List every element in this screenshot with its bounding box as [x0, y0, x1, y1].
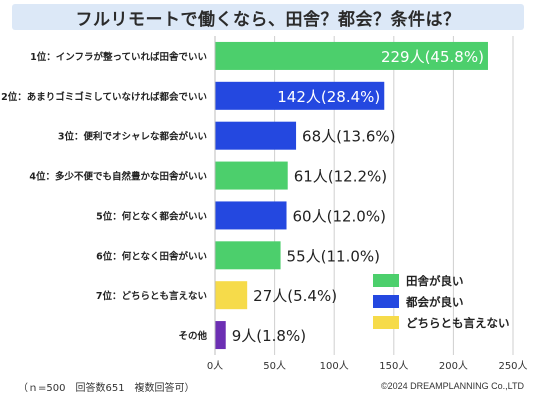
category-label: 3位：便利でオシャレな都会がいい — [58, 131, 207, 143]
bar — [215, 41, 488, 70]
category-label: 7位：どちらとも言えない — [96, 290, 207, 302]
data-label: 229人(45.8%) — [381, 48, 484, 66]
legend-label: どちらとも言えない — [406, 316, 510, 330]
copyright-text: ©2024 DREAMPLANNING Co.,LTD — [380, 381, 524, 391]
legend-swatch — [373, 274, 399, 287]
bar — [215, 281, 248, 310]
data-label: 68人(13.6%) — [302, 128, 395, 146]
x-tick-label: 50人 — [263, 360, 286, 372]
data-label: 27人(5.4%) — [253, 287, 337, 305]
sample-note: （ｎ=500 回答数651 複数回答可） — [18, 383, 195, 394]
x-tick-label: 150人 — [379, 360, 408, 372]
bar — [215, 81, 385, 110]
category-label: その他 — [178, 330, 207, 342]
bar — [215, 201, 287, 230]
legend-label: 田舎が良い — [406, 274, 464, 288]
category-label: 1位：インフラが整っていれば田舎でいい — [30, 51, 207, 63]
bar — [215, 321, 226, 350]
legend-label: 都会が良い — [405, 295, 464, 309]
chart-title: フルリモートで働くなら、田舎？都会？条件は？ — [75, 9, 461, 30]
legend-swatch — [373, 295, 399, 308]
bar — [215, 121, 297, 150]
x-tick-label: 0人 — [207, 360, 223, 372]
category-label: 6位：何となく田舎がいい — [96, 250, 207, 262]
category-label: 4位：多少不便でも自然豊かな田舎がいい — [29, 171, 207, 183]
data-label: 60人(12.0%) — [293, 207, 386, 225]
category-label: 5位：何となく都会がいい — [96, 210, 207, 222]
bar — [215, 241, 281, 270]
data-label: 9人(1.8%) — [232, 327, 306, 345]
x-tick-label: 100人 — [320, 360, 349, 372]
x-tick-label: 250人 — [498, 360, 527, 372]
category-label: 2位：あまりゴミゴミしていなければ都会でいい — [1, 91, 207, 103]
title-banner: フルリモートで働くなら、田舎？都会？条件は？ — [12, 4, 524, 30]
legend-swatch — [373, 316, 399, 329]
data-label: 142人(28.4%) — [277, 88, 380, 106]
x-tick-label: 200人 — [439, 360, 468, 372]
data-label: 55人(11.0%) — [287, 247, 380, 265]
data-label: 61人(12.2%) — [294, 168, 387, 186]
bar — [215, 161, 288, 190]
